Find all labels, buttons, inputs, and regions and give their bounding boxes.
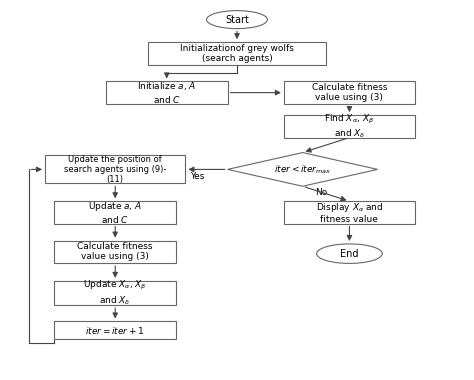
Ellipse shape — [317, 244, 382, 263]
FancyBboxPatch shape — [55, 241, 176, 263]
Text: Update $a$, $A$
and $C$: Update $a$, $A$ and $C$ — [88, 200, 142, 225]
Text: Find $X_{\alpha}$, $X_{\beta}$
and $X_{\delta}$: Find $X_{\alpha}$, $X_{\beta}$ and $X_{\… — [324, 112, 374, 140]
Text: End: End — [340, 249, 359, 259]
Ellipse shape — [207, 11, 267, 28]
FancyBboxPatch shape — [284, 81, 415, 104]
FancyBboxPatch shape — [148, 42, 326, 65]
Text: Initialize $a$, $A$
and $C$: Initialize $a$, $A$ and $C$ — [137, 80, 196, 105]
FancyBboxPatch shape — [284, 115, 415, 138]
FancyBboxPatch shape — [284, 201, 415, 224]
Text: $iter < iter_{max}$: $iter < iter_{max}$ — [274, 163, 331, 176]
FancyBboxPatch shape — [55, 201, 176, 224]
Text: Update $X_{\alpha}$, $X_{\beta}$
and $X_{\delta}$: Update $X_{\alpha}$, $X_{\beta}$ and $X_… — [83, 279, 147, 307]
FancyBboxPatch shape — [45, 155, 185, 184]
FancyBboxPatch shape — [106, 81, 228, 104]
Text: $iter = iter + 1$: $iter = iter + 1$ — [85, 325, 145, 336]
Text: No: No — [315, 188, 328, 198]
Text: Start: Start — [225, 14, 249, 25]
Text: Yes: Yes — [190, 172, 204, 180]
Text: Initializationof grey wolfs
(search agents): Initializationof grey wolfs (search agen… — [180, 44, 294, 63]
FancyBboxPatch shape — [55, 321, 176, 339]
FancyBboxPatch shape — [55, 281, 176, 305]
Polygon shape — [228, 152, 377, 186]
Text: Calculate fitness
value using (3): Calculate fitness value using (3) — [77, 242, 153, 261]
Text: Update the position of
search agents using (9)-
(11): Update the position of search agents usi… — [64, 155, 166, 184]
Text: Calculate fitness
value using (3): Calculate fitness value using (3) — [312, 83, 387, 102]
Text: Display $X_{\alpha}$ and
fitness value: Display $X_{\alpha}$ and fitness value — [316, 201, 383, 224]
